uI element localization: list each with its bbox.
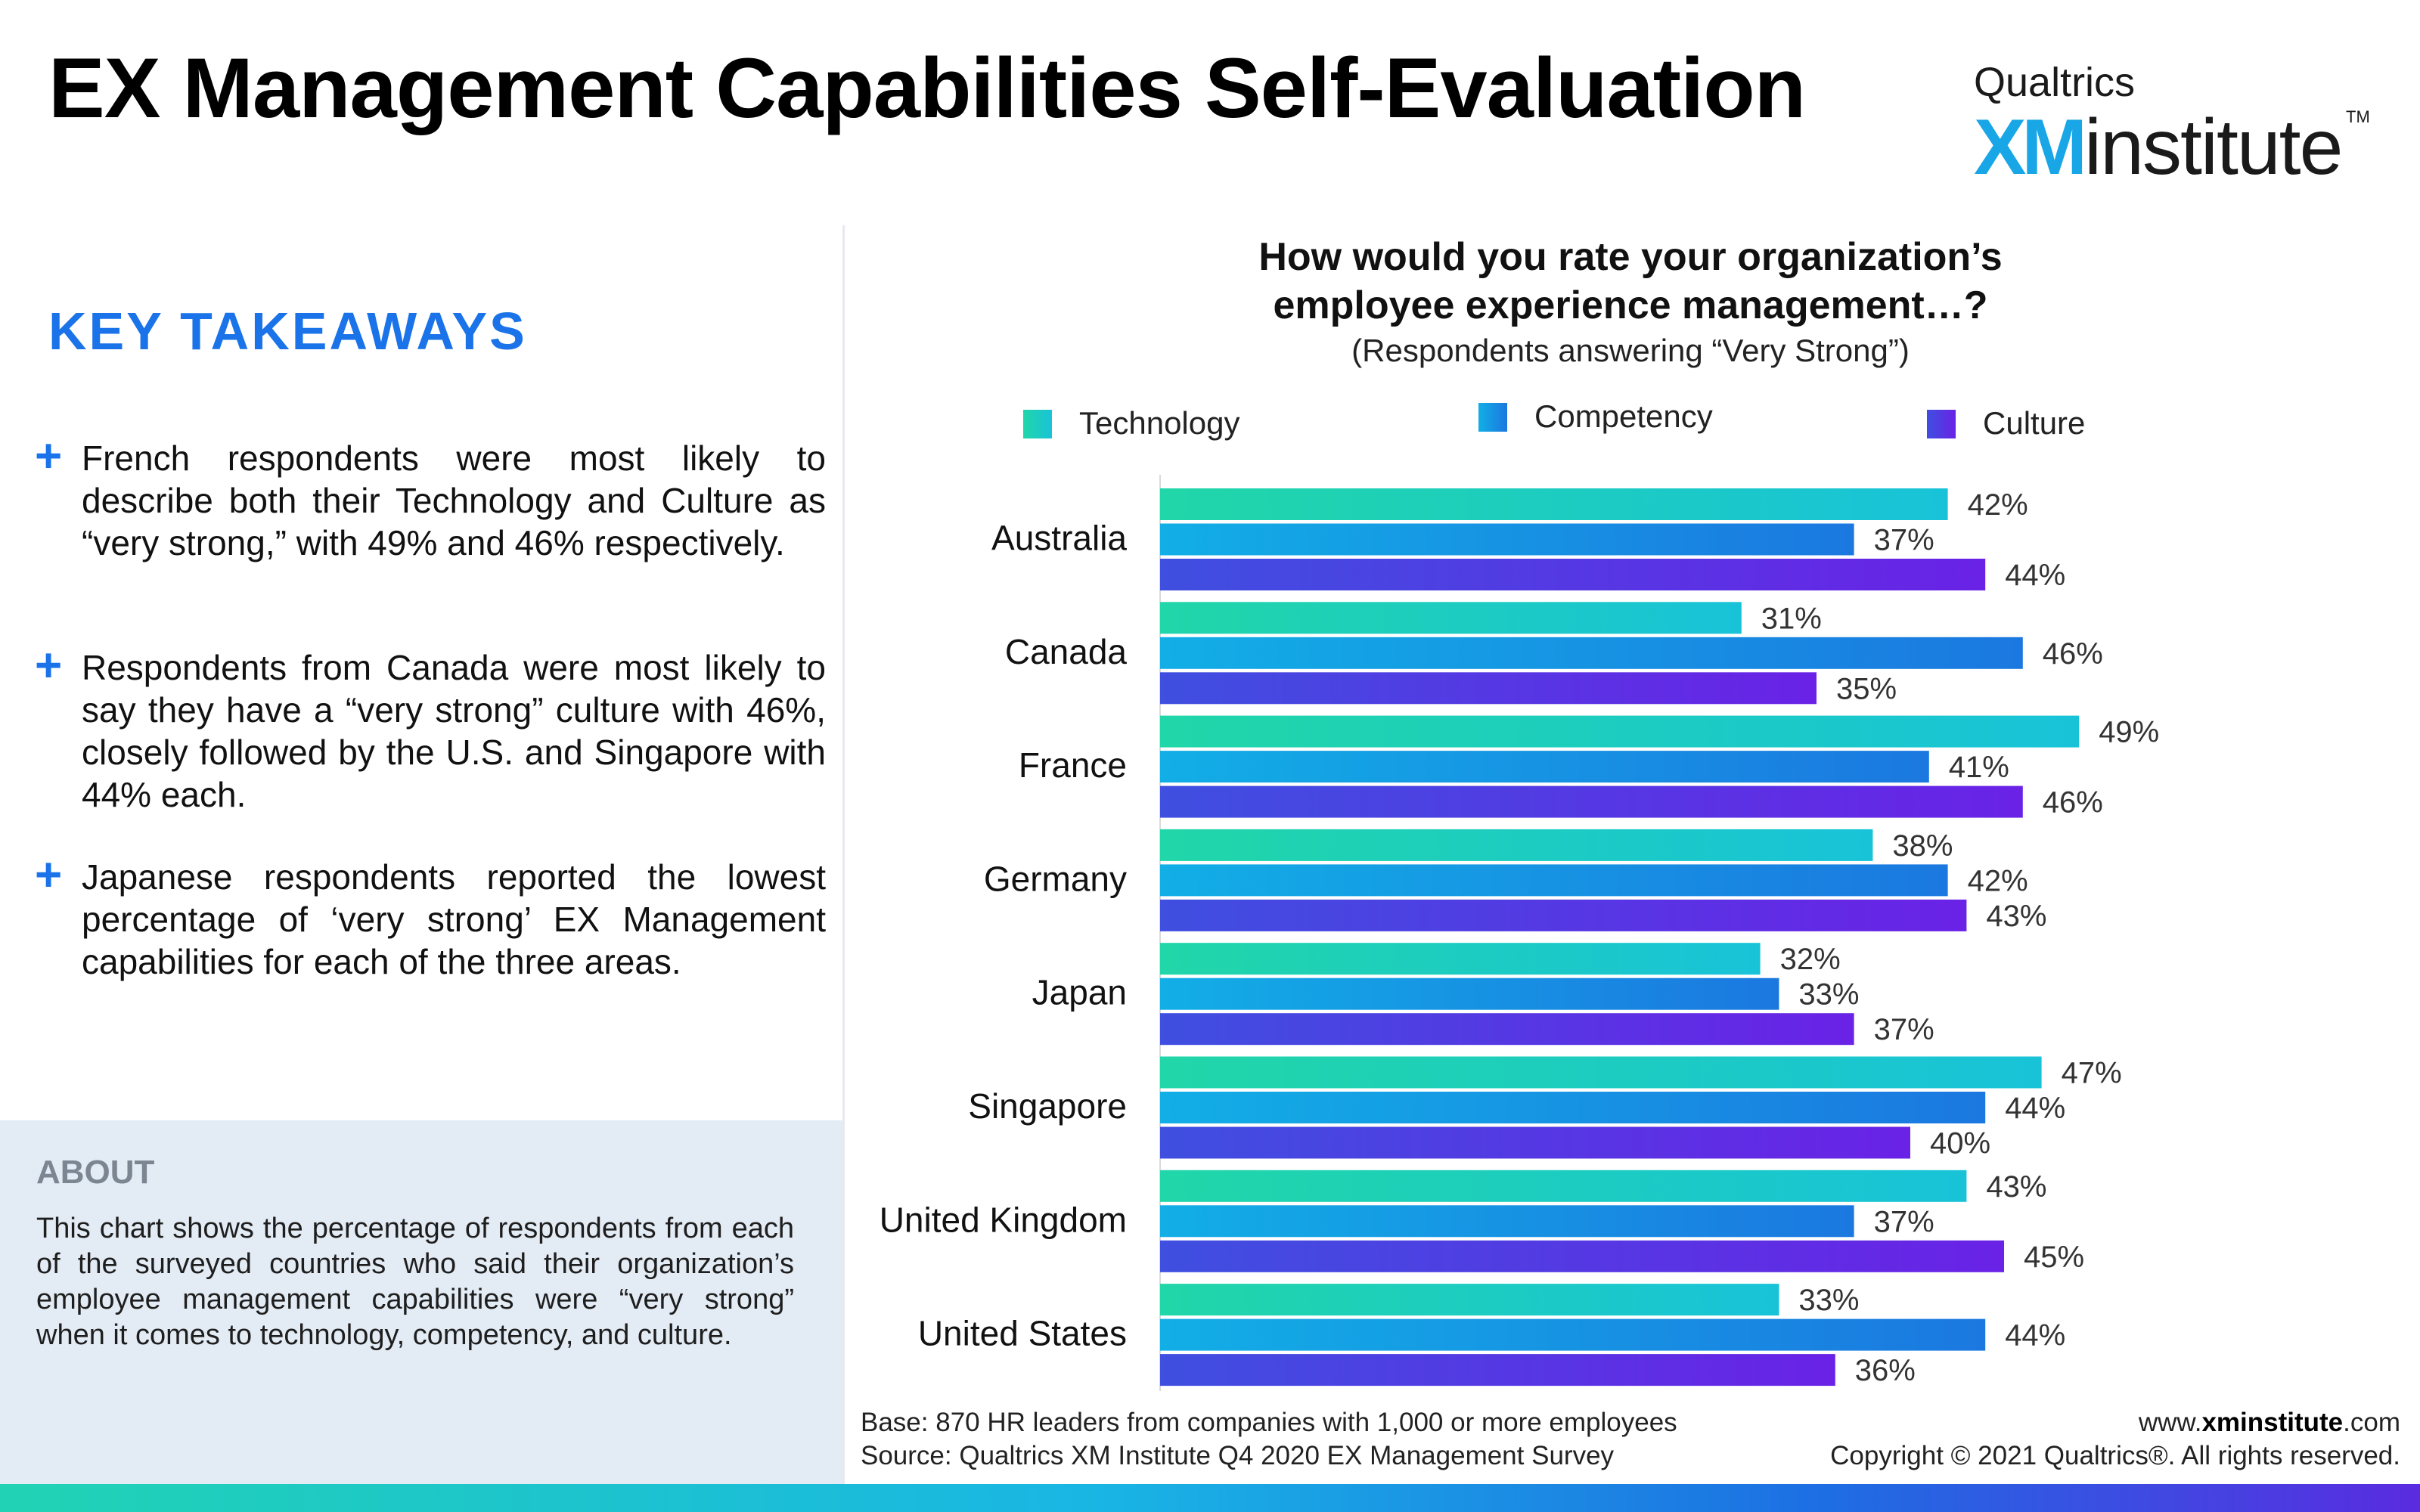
bar-culture	[1160, 672, 1817, 705]
plus-icon: +	[35, 640, 63, 692]
key-takeaways-heading: KEY TAKEAWAYS	[48, 302, 527, 361]
footer-copyright: Copyright © 2021 Qualtrics®. All rights …	[1830, 1441, 2400, 1470]
data-label: 31%	[1761, 602, 1822, 635]
legend-label-technology: Technology	[1079, 405, 1240, 441]
bar-technology	[1160, 943, 1761, 975]
data-label: 33%	[1798, 978, 1859, 1012]
data-label: 32%	[1780, 943, 1841, 976]
bar-competency	[1160, 978, 1779, 1010]
bar-culture	[1160, 559, 1986, 590]
bar-technology	[1160, 1056, 2042, 1089]
data-label: 46%	[2043, 786, 2103, 820]
bar-technology	[1160, 1170, 1967, 1202]
bar-culture	[1160, 785, 2023, 818]
bar-technology	[1160, 1284, 1779, 1316]
bar-culture	[1160, 1013, 1854, 1046]
category-label: France	[1019, 745, 1127, 785]
takeaway-text: Respondents from Canada were most likely…	[82, 648, 826, 814]
logo-qualtrics-text: Qualtrics	[1974, 60, 2136, 105]
data-label: 38%	[1892, 829, 1953, 863]
bar-technology	[1160, 488, 1948, 520]
data-label: 36%	[1855, 1354, 1916, 1387]
bar-chart: Australia 42% 37% 44% Canada 31% 46% 35% France 4…	[880, 475, 2159, 1391]
about-panel: ABOUT This chart shows the percentage of…	[0, 1120, 842, 1484]
footer-source: Source: Qualtrics XM Institute Q4 2020 E…	[861, 1441, 1615, 1470]
data-label: 43%	[1986, 900, 2046, 933]
data-label: 49%	[2099, 716, 2159, 749]
logo-institute-text: institute	[2084, 104, 2343, 191]
data-label: 42%	[1968, 864, 2028, 897]
takeaway-text: French respondents were most likely to d…	[82, 438, 826, 562]
data-label: 46%	[2043, 637, 2103, 671]
footer-notes: Base: 870 HR leaders from companies with…	[861, 1406, 1677, 1473]
footer-base: Base: 870 HR leaders from companies with…	[861, 1408, 1677, 1437]
category-label: Japan	[1032, 973, 1127, 1012]
legend-swatch-competency	[1478, 403, 1507, 432]
legend-swatch-culture	[1927, 410, 1956, 438]
category-label: Germany	[984, 859, 1127, 898]
data-label: 44%	[2005, 1092, 2065, 1125]
bar-competency	[1160, 751, 1929, 783]
chart-subtitle: (Respondents answering “Very Strong”)	[1351, 333, 1910, 368]
category-label: Canada	[1005, 632, 1128, 671]
logo-xm-text: XM	[1974, 104, 2087, 191]
chart-question-line-2: employee experience management…?	[1273, 284, 1988, 327]
bar-culture	[1160, 899, 1967, 931]
legend-swatch-technology	[1023, 410, 1052, 438]
category-label: Singapore	[968, 1086, 1127, 1126]
vertical-divider	[842, 225, 845, 1484]
bar-technology	[1160, 602, 1742, 634]
bottom-gradient-bar	[0, 1484, 2420, 1512]
logo-trademark: TM	[2346, 107, 2370, 126]
footer-right: www.xminstitute.com Copyright © 2021 Qua…	[1830, 1406, 2400, 1473]
chart-question: How would you rate your organization’s e…	[874, 233, 2387, 330]
bar-competency	[1160, 637, 2023, 669]
data-label: 41%	[1949, 751, 2009, 784]
bar-culture	[1160, 1354, 1835, 1387]
data-label: 42%	[1968, 488, 2028, 522]
data-label: 37%	[1874, 1013, 1934, 1046]
about-text: This chart shows the percentage of respo…	[36, 1213, 794, 1351]
bar-competency	[1160, 1092, 1986, 1123]
bar-culture	[1160, 1240, 2004, 1272]
page-title: EX Management Capabilities Self-Evaluati…	[48, 41, 1806, 135]
takeaway-text: Japanese respondents reported the lowest…	[82, 857, 826, 981]
category-label: United Kingdom	[880, 1200, 1127, 1239]
bar-competency	[1160, 523, 1854, 556]
about-heading: ABOUT	[36, 1154, 155, 1191]
category-label: Australia	[991, 519, 1127, 558]
bar-technology	[1160, 715, 2080, 748]
bar-competency	[1160, 1318, 1986, 1351]
data-label: 47%	[2062, 1057, 2122, 1090]
data-label: 43%	[1986, 1170, 2046, 1204]
bar-competency	[1160, 1205, 1854, 1238]
footer-site-link[interactable]: www.xminstitute.com	[2138, 1408, 2400, 1437]
data-label: 37%	[1874, 524, 1934, 557]
legend-label-culture: Culture	[1983, 405, 2086, 441]
plus-icon: +	[35, 430, 63, 482]
data-label: 40%	[1930, 1127, 1990, 1160]
data-label: 45%	[2024, 1241, 2084, 1274]
legend-label-competency: Competency	[1534, 398, 1713, 434]
data-label: 44%	[2005, 559, 2065, 592]
data-label: 37%	[1874, 1205, 1934, 1238]
data-label: 44%	[2005, 1319, 2065, 1352]
bar-competency	[1160, 864, 1948, 897]
category-label: United States	[918, 1314, 1127, 1353]
data-label: 33%	[1798, 1284, 1859, 1317]
bar-culture	[1160, 1126, 1910, 1159]
chart-question-line-1: How would you rate your organization’s	[1258, 235, 2003, 279]
bar-technology	[1160, 829, 1873, 861]
qualtrics-xm-institute-logo: Qualtrics XM institute TM	[1974, 59, 2370, 191]
data-label: 35%	[1836, 672, 1897, 705]
plus-icon: +	[35, 849, 63, 901]
